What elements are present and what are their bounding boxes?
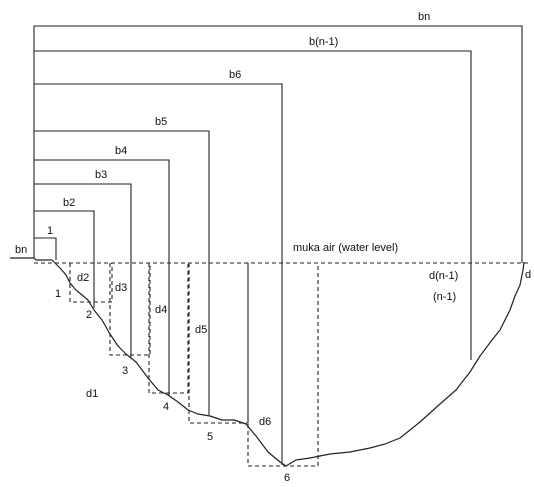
label-point-5: 5 (207, 431, 213, 443)
depth-box-d6 (247, 263, 319, 467)
bracket-b5 (34, 130, 210, 415)
label-b-n-minus-1: b(n-1) (309, 36, 338, 48)
label-d6: d6 (259, 416, 271, 428)
label-b6: b6 (229, 69, 241, 81)
bracket-b-n-minus-1 (34, 50, 472, 360)
label-point-6: 6 (284, 472, 290, 484)
label-b3: b3 (95, 169, 107, 181)
depth-box-d3 (109, 263, 151, 356)
label-point-3: 3 (122, 365, 128, 377)
depth-box-d5 (188, 263, 249, 424)
bracket-1 (34, 237, 57, 260)
depth-box-d4 (148, 263, 189, 394)
label-d-n-minus-1: d(n-1) (429, 270, 458, 282)
bracket-b2 (34, 210, 95, 308)
label-point-4: 4 (163, 401, 169, 413)
bracket-bn (33, 25, 523, 263)
bracket-b3 (34, 183, 132, 357)
label-point-1: 1 (55, 288, 61, 300)
label-one-top: 1 (47, 225, 53, 237)
label-d5: d5 (195, 324, 207, 336)
label-b4: b4 (115, 145, 127, 157)
label-point-2: 2 (86, 309, 92, 321)
label-bn-left: bn (15, 244, 27, 256)
label-d2: d2 (77, 272, 89, 284)
label-d4: d4 (155, 304, 167, 316)
depth-box-d2 (69, 263, 113, 303)
label-d3: d3 (115, 282, 127, 294)
label-d: d (525, 269, 531, 281)
label-water-level: muka air (water level) (293, 242, 398, 254)
riverbed-profile (10, 257, 525, 467)
label-d1: d1 (86, 388, 98, 400)
bracket-b4 (34, 159, 170, 396)
label-n-minus-1: (n-1) (433, 291, 456, 303)
label-b2: b2 (63, 197, 75, 209)
label-b5: b5 (155, 116, 167, 128)
label-bn-top: bn (418, 11, 430, 23)
bracket-b6 (34, 83, 283, 465)
